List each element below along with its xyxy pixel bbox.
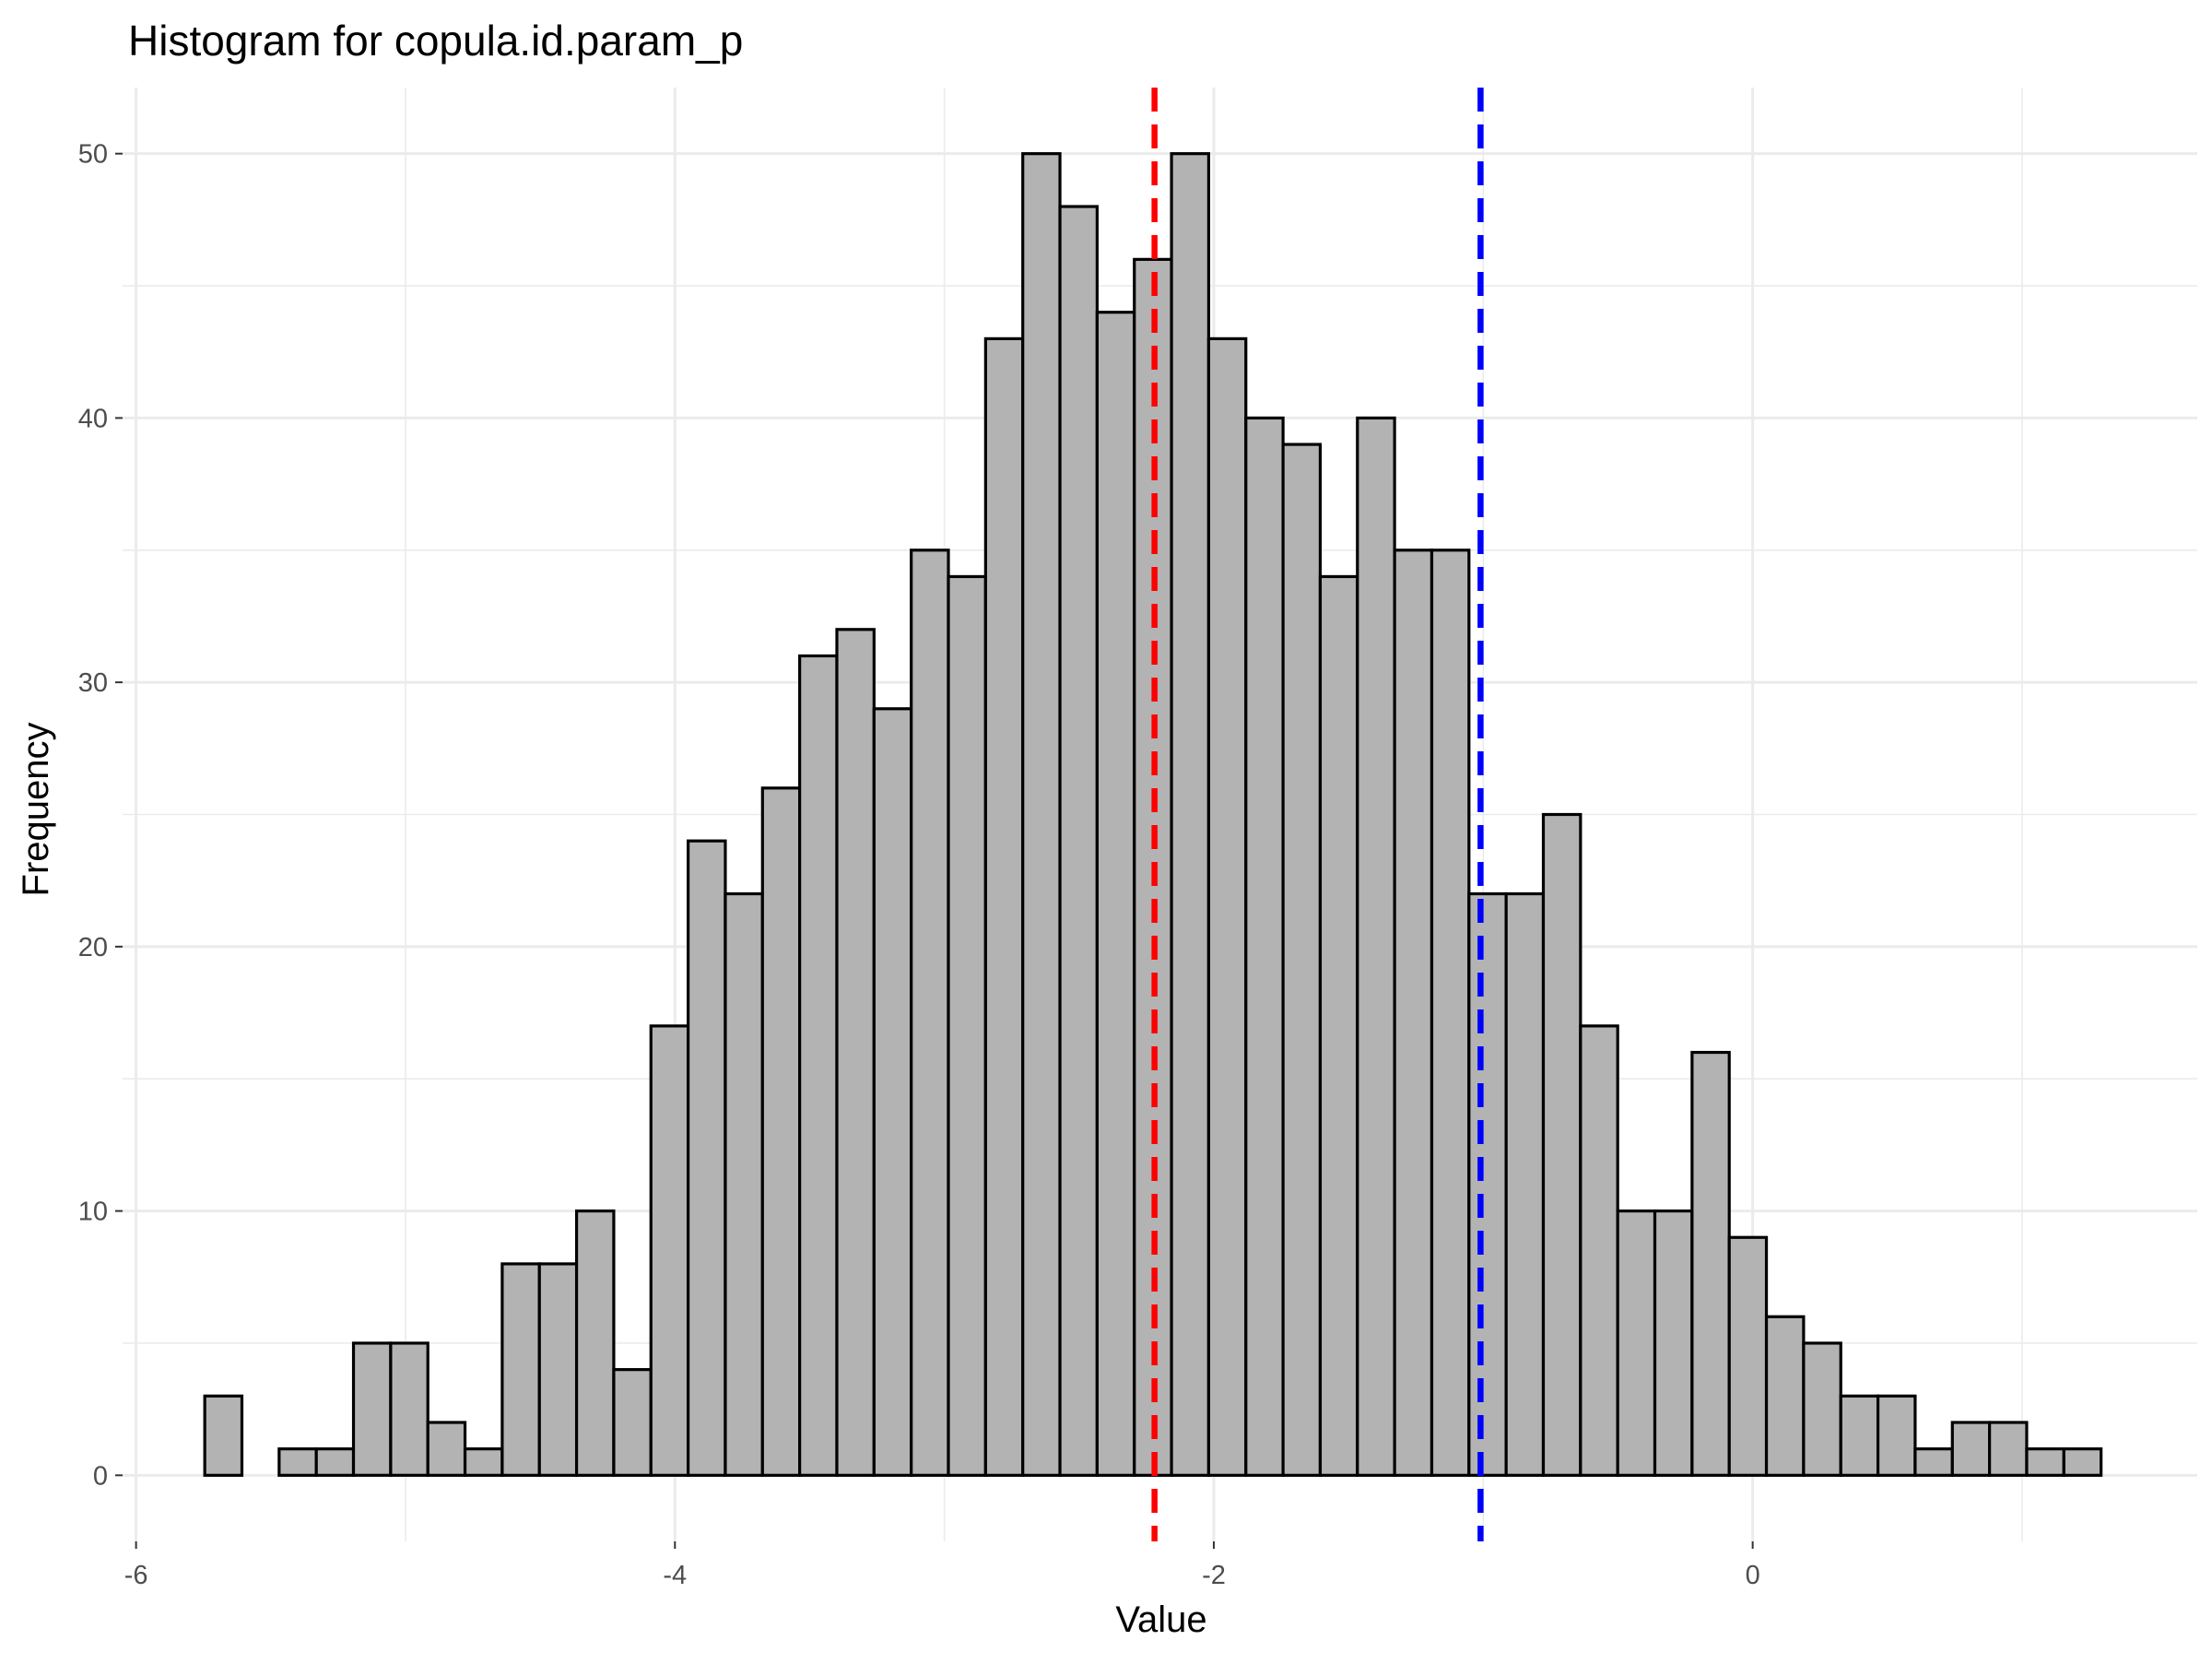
y-tick-label: 40	[78, 404, 108, 433]
y-tick-label: 10	[78, 1198, 108, 1227]
y-tick-label: 0	[93, 1461, 108, 1491]
x-axis-title: Value	[1115, 1599, 1206, 1640]
histogram-bar	[1690, 1050, 1731, 1477]
histogram-bar	[1616, 1209, 1657, 1477]
histogram-bar	[1802, 1341, 1842, 1477]
histogram-bar	[1170, 152, 1211, 1477]
histogram-bar	[1281, 443, 1323, 1477]
reference-lines	[1151, 88, 1484, 1541]
histogram-bar	[389, 1341, 429, 1477]
histogram-bar	[203, 1394, 244, 1477]
histogram-bar	[1839, 1394, 1880, 1477]
histogram-bar	[426, 1421, 467, 1477]
bar-layer	[203, 152, 2103, 1477]
histogram-bar	[1653, 1209, 1694, 1477]
histogram-bar	[687, 839, 727, 1477]
histogram-bar	[574, 1209, 616, 1477]
histogram-bar	[1541, 812, 1583, 1477]
histogram-bar	[724, 891, 764, 1477]
histogram-bar	[463, 1447, 504, 1477]
histogram-bar	[351, 1341, 393, 1477]
histogram-bar	[1430, 549, 1471, 1477]
histogram-bar	[798, 654, 839, 1477]
histogram-bar	[1206, 336, 1248, 1477]
histogram-bar	[1356, 416, 1396, 1477]
histogram-bar	[1318, 574, 1359, 1477]
histogram-bar	[2025, 1447, 2065, 1477]
histogram-bar	[872, 707, 913, 1477]
y-tick-label: 30	[78, 668, 108, 698]
histogram-bar	[983, 336, 1025, 1477]
y-tick-label: 20	[78, 933, 108, 962]
histogram-bar	[1467, 891, 1508, 1477]
histogram-bar	[1913, 1447, 1954, 1477]
histogram-bar	[612, 1368, 653, 1477]
histogram-bar	[537, 1262, 579, 1477]
histogram-bar	[1727, 1235, 1769, 1477]
x-tick-label: -2	[1202, 1561, 1226, 1590]
histogram-bar	[500, 1262, 541, 1477]
histogram-bar	[649, 1024, 690, 1477]
chart-title: Histogram for copula.id.param_p	[128, 17, 743, 65]
histogram-bar	[910, 549, 950, 1477]
histogram-bar	[760, 786, 802, 1477]
histogram-bar	[1950, 1421, 1992, 1477]
x-tick-label: -6	[124, 1561, 148, 1590]
histogram-bar	[1058, 205, 1099, 1477]
histogram-bar	[1988, 1421, 2029, 1477]
histogram-bar	[277, 1447, 318, 1477]
histogram-bar	[314, 1447, 356, 1477]
histogram-bar	[2062, 1447, 2103, 1477]
histogram-bar	[1876, 1394, 1917, 1477]
histogram-bar	[1095, 311, 1136, 1477]
histogram-bar	[1021, 152, 1062, 1477]
histogram-bar	[1504, 891, 1546, 1477]
histogram-bar	[1579, 1024, 1619, 1477]
histogram-bar	[1393, 549, 1434, 1477]
histogram-bar	[1764, 1315, 1806, 1477]
histogram-bar	[947, 574, 987, 1477]
x-tick-label: -4	[663, 1561, 687, 1590]
histogram-bar	[1244, 416, 1285, 1477]
y-axis-title: Frequency	[16, 723, 56, 897]
axis-layer: -6 -4 -2 0 0 10 20 30 40 50	[78, 140, 1760, 1590]
x-tick-label: 0	[1746, 1561, 1760, 1590]
y-tick-label: 50	[78, 140, 108, 170]
histogram-bar	[835, 628, 876, 1477]
